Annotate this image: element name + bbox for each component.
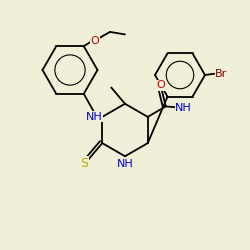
Text: NH: NH (175, 103, 192, 113)
Text: Br: Br (215, 69, 228, 79)
Text: S: S (80, 156, 88, 170)
Text: NH: NH (116, 159, 134, 169)
Text: O: O (156, 80, 165, 90)
Text: O: O (90, 36, 100, 46)
Text: NH: NH (86, 112, 103, 122)
